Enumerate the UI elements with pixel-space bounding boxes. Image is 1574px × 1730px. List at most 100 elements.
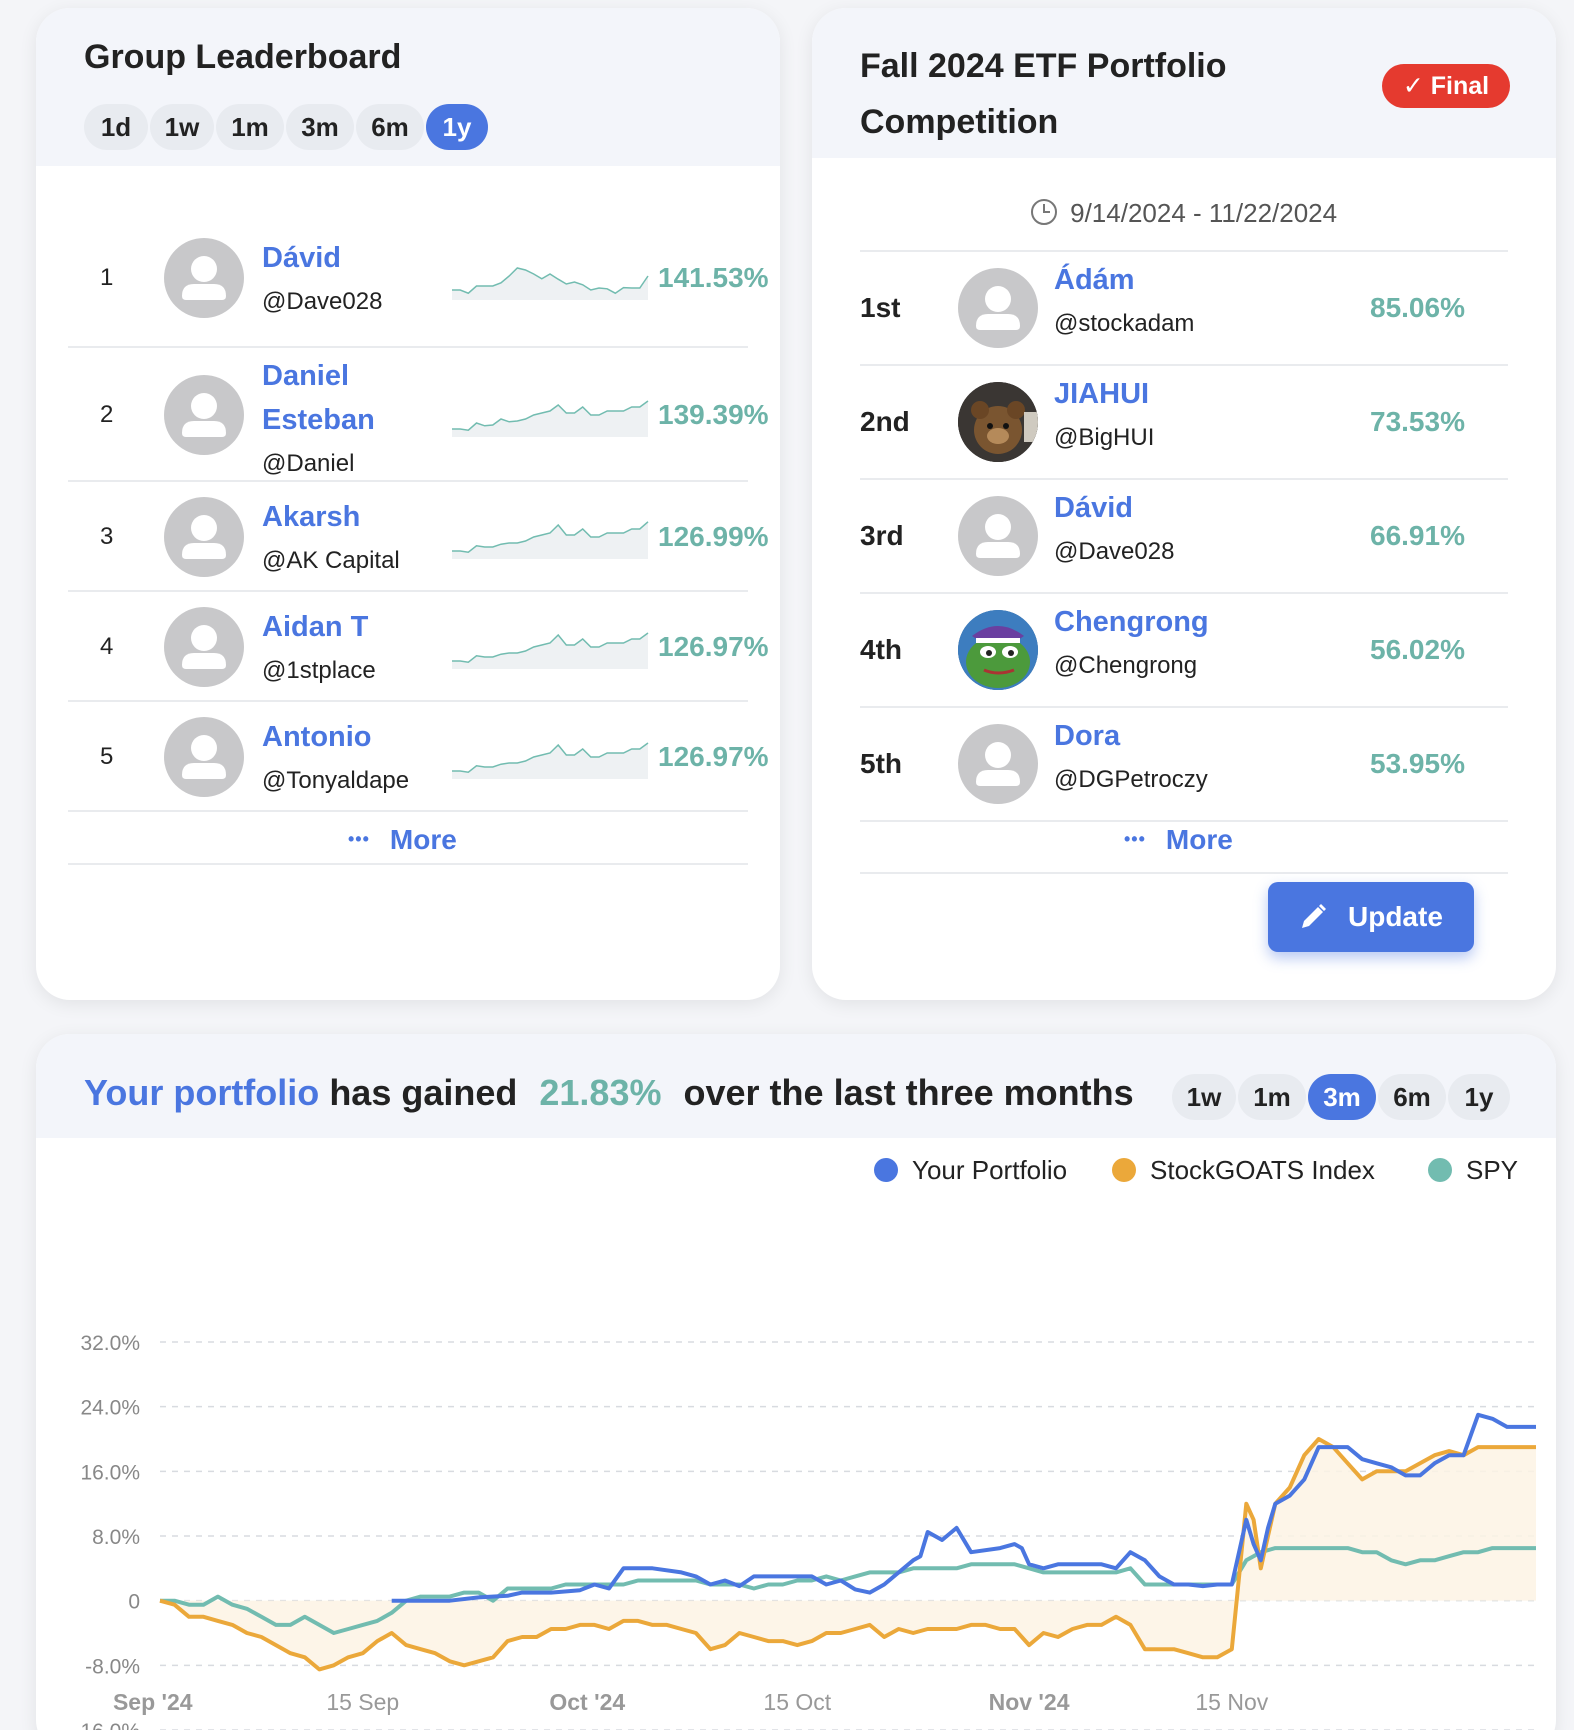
user-icon (182, 625, 226, 669)
return-percent: 73.53% (1370, 406, 1465, 437)
y-tick-label: 8.0% (92, 1526, 140, 1549)
avatar[interactable] (164, 717, 244, 797)
sparkline (452, 742, 649, 779)
sparkline (452, 400, 649, 437)
return-percent: 126.97% (658, 631, 769, 662)
portfolio-range-6m[interactable]: 6m (1378, 1074, 1446, 1120)
competition-title: Fall 2024 ETF Portfolio Competition (860, 38, 1227, 150)
portfolio-link[interactable]: Your portfolio (84, 1072, 320, 1113)
user-icon (976, 514, 1020, 558)
user-name[interactable]: Akarsh (262, 501, 361, 533)
legend-dot (874, 1158, 898, 1182)
user-name[interactable]: Esteban (262, 404, 375, 436)
competition-more-button[interactable]: ••• More (1124, 824, 1233, 856)
user-name[interactable]: JIAHUI (1054, 378, 1150, 410)
series-line-spy (160, 1546, 1536, 1635)
user-icon (182, 256, 226, 300)
user-name[interactable]: Dávid (262, 242, 341, 274)
sparkline-line (452, 521, 649, 553)
leaderboard-more-button[interactable]: ••• More (348, 824, 457, 856)
avatar[interactable] (164, 375, 244, 455)
competition-row[interactable]: 2nd JIAHUI @BigHUI 73.53% (860, 366, 1508, 480)
leaderboard-row[interactable]: 1 Dávid @Dave028 141.53% (68, 208, 769, 348)
leaderboard-range-1w[interactable]: 1w (150, 104, 214, 150)
update-button[interactable]: Update (1268, 882, 1474, 952)
user-handle: @Tonyaldape (262, 767, 410, 794)
competition-row[interactable]: 5th Dora @DGPetroczy 53.95% (860, 708, 1508, 822)
gain-value: 21.83% (539, 1072, 662, 1113)
user-info: Dávid @Dave028 (262, 236, 382, 324)
ellipsis-icon: ••• (348, 829, 370, 849)
leaderboard-title: Group Leaderboard (84, 38, 402, 76)
user-icon (182, 735, 226, 779)
avatar[interactable] (958, 382, 1038, 462)
leaderboard-row[interactable]: 2 Daniel Esteban @Daniel 139.39% (68, 348, 769, 482)
sparkline-line (452, 267, 649, 295)
avatar[interactable] (164, 607, 244, 687)
more-label: More (1165, 824, 1233, 855)
user-icon (182, 515, 226, 559)
user-name[interactable]: Antonio (262, 721, 372, 753)
portfolio-range-1w[interactable]: 1w (1172, 1074, 1236, 1120)
row-divider (860, 592, 1508, 594)
sparkline (452, 267, 649, 300)
user-name[interactable]: Daniel (262, 360, 350, 392)
portfolio-range-1y[interactable]: 1y (1448, 1074, 1510, 1120)
row-divider (860, 820, 1508, 822)
sparkline-line (452, 632, 649, 663)
competition-row[interactable]: 1st Ádám @stockadam 85.06% (860, 252, 1508, 366)
leaderboard-row[interactable]: 5 Antonio @Tonyaldape 126.97% (68, 702, 769, 812)
update-label: Update (1348, 901, 1443, 932)
avatar[interactable] (958, 724, 1038, 804)
leaderboard-card: Group Leaderboard 1d 1w 1m 3m 6m 1y 1 Dávid @Da… (36, 8, 780, 1000)
user-name[interactable]: Dora (1054, 720, 1121, 752)
rank-number: 4 (100, 633, 114, 660)
portfolio-range-tabs: 1w 1m 3m 6m 1y (1172, 1074, 1512, 1120)
avatar[interactable] (164, 497, 244, 577)
row-divider (68, 810, 748, 812)
x-tick-label: Sep '24 (113, 1689, 193, 1715)
leaderboard-range-1y[interactable]: 1y (426, 104, 488, 150)
legend-item[interactable]: SPY (1428, 1155, 1518, 1185)
leaderboard-range-3m[interactable]: 3m (286, 104, 354, 150)
legend-item[interactable]: Your Portfolio (874, 1155, 1067, 1185)
competition-card: Fall 2024 ETF Portfolio Competition ✓ Fi… (812, 8, 1556, 1000)
legend-item[interactable]: StockGOATS Index (1112, 1155, 1375, 1185)
leaderboard-range-1d[interactable]: 1d (84, 104, 148, 150)
x-tick-label: Nov '24 (989, 1689, 1070, 1715)
portfolio-range-3m[interactable]: 3m (1308, 1074, 1376, 1120)
legend-dot (1428, 1158, 1452, 1182)
avatar[interactable] (958, 268, 1038, 348)
user-info: Akarsh @AK Capital (262, 495, 400, 583)
return-percent: 85.06% (1370, 292, 1465, 323)
avatar[interactable] (958, 610, 1038, 690)
user-name[interactable]: Dávid (1054, 492, 1133, 524)
index-area (160, 1439, 1536, 1670)
leaderboard-range-1m[interactable]: 1m (216, 104, 284, 150)
competition-row[interactable]: 3rd Dávid @Dave028 66.91% (860, 480, 1508, 594)
leaderboard-range-6m[interactable]: 6m (356, 104, 424, 150)
avatar[interactable] (958, 496, 1038, 576)
return-percent: 139.39% (658, 399, 769, 430)
row-divider (68, 480, 748, 482)
leaderboard-row[interactable]: 4 Aidan T @1stplace 126.97% (68, 592, 769, 702)
avatar[interactable] (164, 238, 244, 318)
user-name[interactable]: Aidan T (262, 611, 369, 643)
series-line-your-portfolio (391, 1412, 1536, 1603)
place-label: 1st (860, 292, 901, 323)
competition-header: Fall 2024 ETF Portfolio Competition ✓ Fi… (812, 8, 1556, 158)
y-tick-label: 16.0% (80, 1461, 140, 1484)
competition-row[interactable]: 4th Chengrong @Chengrong 56.02% (860, 594, 1508, 708)
row-divider (68, 590, 748, 592)
leaderboard-row[interactable]: 3 Akarsh @AK Capital 126.99% (68, 482, 769, 592)
y-tick-label: 0 (128, 1591, 140, 1614)
user-name[interactable]: Ádám (1054, 264, 1135, 296)
user-name[interactable]: Chengrong (1054, 606, 1209, 638)
user-info: Aidan T @1stplace (262, 605, 376, 693)
more-label: More (389, 824, 457, 855)
rank-number: 2 (100, 401, 114, 428)
pencil-icon (1302, 904, 1326, 928)
place-label: 4th (860, 634, 902, 665)
competition-dates: 9/14/2024 - 11/22/2024 (812, 198, 1556, 229)
portfolio-range-1m[interactable]: 1m (1238, 1074, 1306, 1120)
